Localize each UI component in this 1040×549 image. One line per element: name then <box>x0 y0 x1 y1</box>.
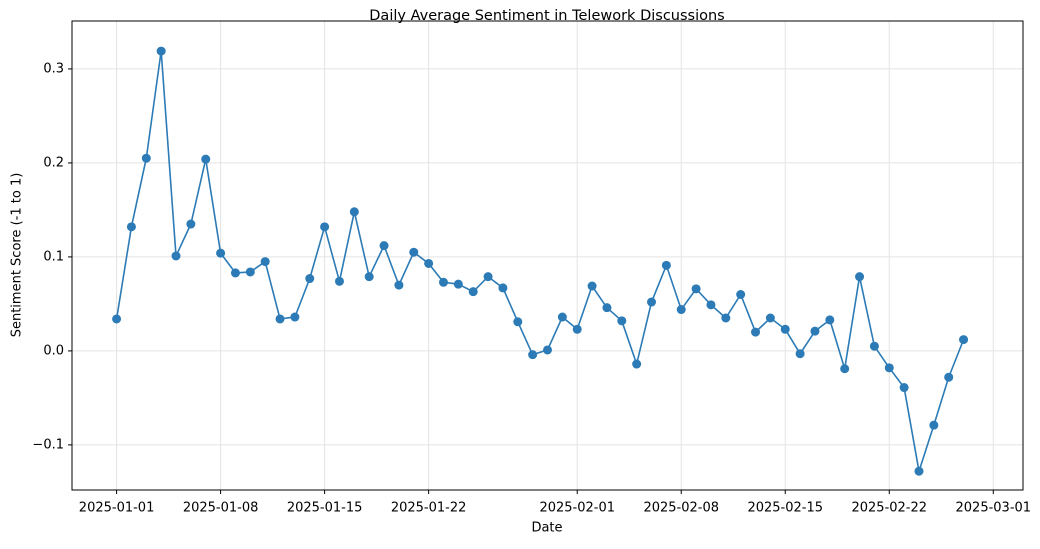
point <box>245 267 255 277</box>
point <box>230 268 240 278</box>
point <box>840 364 850 374</box>
x-tick-label: 2025-02-08 <box>643 501 719 516</box>
point <box>706 300 716 310</box>
point <box>572 324 582 334</box>
point <box>141 153 151 163</box>
point <box>587 281 597 291</box>
y-tick-label: 0.3 <box>43 61 64 76</box>
x-tick-label: 2025-03-01 <box>956 501 1032 516</box>
point <box>676 305 686 315</box>
x-tick-label: 2025-02-22 <box>851 501 927 516</box>
x-tick-label: 2025-01-22 <box>391 501 467 516</box>
point <box>305 274 315 284</box>
point <box>869 341 879 351</box>
x-tick-label: 2025-02-01 <box>539 501 615 516</box>
x-axis-label: Date <box>531 521 562 536</box>
point <box>483 272 493 282</box>
x-tick-label: 2025-01-15 <box>287 501 363 516</box>
point <box>424 258 434 268</box>
point <box>528 350 538 360</box>
point <box>468 287 478 297</box>
point <box>557 312 567 322</box>
point <box>171 251 181 261</box>
point <box>647 297 657 307</box>
point <box>112 314 122 324</box>
point <box>334 276 344 286</box>
point <box>899 383 909 393</box>
point <box>602 303 612 313</box>
point <box>751 327 761 337</box>
point <box>825 315 835 325</box>
point <box>914 466 924 476</box>
point <box>216 248 226 258</box>
point <box>260 257 270 267</box>
x-tick-label: 2025-01-08 <box>183 501 259 516</box>
point <box>691 284 701 294</box>
point <box>810 326 820 336</box>
point <box>290 312 300 322</box>
point <box>156 46 166 56</box>
point <box>186 219 196 229</box>
point <box>959 335 969 345</box>
point <box>765 313 775 323</box>
point <box>736 290 746 300</box>
x-tick-label: 2025-01-01 <box>79 501 155 516</box>
y-tick-label: −0.1 <box>32 437 64 452</box>
point <box>438 277 448 287</box>
point <box>929 420 939 430</box>
point <box>498 283 508 293</box>
point <box>453 279 463 289</box>
x-tick-label: 2025-02-15 <box>747 501 823 516</box>
point <box>349 207 359 217</box>
point <box>409 247 419 257</box>
point <box>617 316 627 326</box>
point <box>780 324 790 334</box>
point <box>884 363 894 373</box>
point <box>543 345 552 355</box>
point <box>201 154 211 164</box>
point <box>632 359 642 369</box>
point <box>513 317 523 327</box>
point <box>320 222 330 232</box>
point <box>661 260 671 270</box>
point <box>944 372 954 382</box>
plot-frame <box>71 20 1024 491</box>
point <box>721 313 731 323</box>
point <box>126 222 136 232</box>
point <box>379 241 389 251</box>
point <box>394 280 404 290</box>
point <box>275 314 285 324</box>
point <box>855 272 865 282</box>
y-tick-label: 0.1 <box>43 249 64 264</box>
line <box>115 50 965 472</box>
y-tick-label: 0.0 <box>43 343 64 358</box>
y-axis-label: Sentiment Score (-1 to 1) <box>10 173 25 338</box>
y-tick-label: 0.2 <box>43 155 64 170</box>
point <box>795 349 805 359</box>
point <box>364 272 374 282</box>
chart-title: Daily Average Sentiment in Telework Disc… <box>369 8 724 24</box>
